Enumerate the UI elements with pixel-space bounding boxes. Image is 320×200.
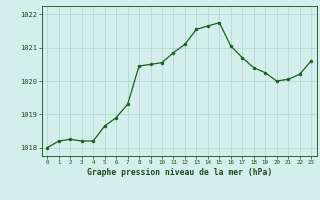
X-axis label: Graphe pression niveau de la mer (hPa): Graphe pression niveau de la mer (hPa) [87, 168, 272, 177]
